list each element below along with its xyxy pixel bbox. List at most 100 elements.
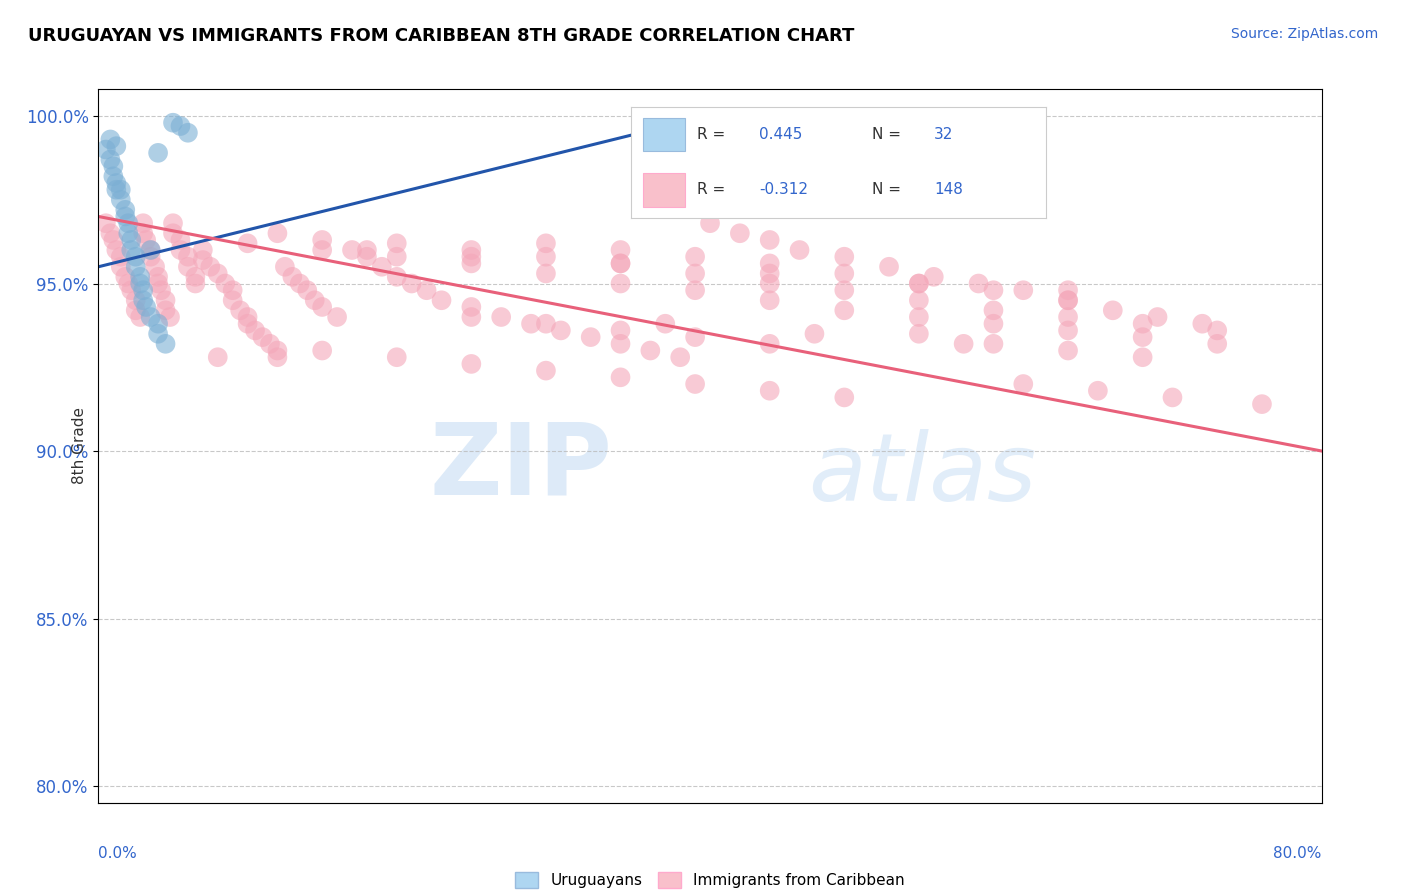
Point bbox=[103, 159, 125, 173]
Point bbox=[803, 326, 825, 341]
Point bbox=[229, 303, 252, 318]
Point bbox=[371, 260, 394, 274]
Point bbox=[832, 267, 855, 281]
Point bbox=[1057, 323, 1080, 337]
Point bbox=[125, 250, 148, 264]
Point bbox=[98, 227, 121, 241]
Point bbox=[1057, 343, 1080, 358]
Point bbox=[120, 233, 142, 247]
FancyBboxPatch shape bbox=[643, 173, 685, 207]
Point bbox=[169, 243, 191, 257]
Point bbox=[98, 132, 121, 146]
Point bbox=[877, 260, 900, 274]
Point bbox=[184, 269, 207, 284]
Point bbox=[983, 317, 1005, 331]
Point bbox=[311, 243, 333, 257]
Point bbox=[967, 277, 990, 291]
Point bbox=[120, 243, 142, 257]
Point bbox=[460, 243, 482, 257]
Point bbox=[146, 145, 169, 160]
Point bbox=[460, 357, 482, 371]
Point bbox=[169, 233, 191, 247]
Point bbox=[609, 323, 631, 337]
Point bbox=[139, 243, 162, 257]
Point bbox=[534, 236, 557, 251]
Point bbox=[609, 256, 631, 270]
Point bbox=[274, 260, 297, 274]
Point bbox=[177, 250, 200, 264]
Point bbox=[534, 363, 557, 377]
Point bbox=[609, 277, 631, 291]
Text: -0.312: -0.312 bbox=[759, 183, 808, 197]
Point bbox=[214, 277, 236, 291]
Text: atlas: atlas bbox=[808, 429, 1036, 520]
Point bbox=[184, 277, 207, 291]
Point bbox=[146, 326, 169, 341]
Point bbox=[236, 310, 259, 324]
Point bbox=[132, 283, 155, 297]
Point bbox=[139, 250, 162, 264]
Point bbox=[385, 236, 408, 251]
Point bbox=[683, 377, 706, 392]
Point bbox=[908, 326, 931, 341]
Point bbox=[105, 176, 128, 190]
Point bbox=[758, 293, 780, 308]
Point bbox=[139, 243, 162, 257]
Point bbox=[1057, 293, 1080, 308]
Point bbox=[1191, 317, 1213, 331]
Point bbox=[110, 183, 132, 197]
Point bbox=[117, 216, 139, 230]
Point bbox=[94, 143, 117, 157]
Point bbox=[1087, 384, 1109, 398]
Point bbox=[669, 350, 692, 364]
Point bbox=[683, 267, 706, 281]
Point bbox=[609, 336, 631, 351]
Point bbox=[135, 233, 157, 247]
Point bbox=[94, 216, 117, 230]
Point bbox=[110, 260, 132, 274]
FancyBboxPatch shape bbox=[643, 118, 685, 152]
Point bbox=[1101, 303, 1123, 318]
Point bbox=[191, 243, 214, 257]
Point bbox=[1012, 377, 1035, 392]
Point bbox=[401, 277, 423, 291]
Point bbox=[460, 250, 482, 264]
Legend: Uruguayans, Immigrants from Caribbean: Uruguayans, Immigrants from Caribbean bbox=[516, 872, 904, 888]
Point bbox=[683, 250, 706, 264]
Point bbox=[1132, 330, 1154, 344]
Y-axis label: 8th Grade: 8th Grade bbox=[72, 408, 87, 484]
Point bbox=[385, 269, 408, 284]
Point bbox=[132, 227, 155, 241]
Point bbox=[758, 277, 780, 291]
Point bbox=[281, 269, 304, 284]
Point bbox=[135, 300, 157, 314]
Point bbox=[236, 236, 259, 251]
Point bbox=[952, 336, 974, 351]
Point bbox=[311, 300, 333, 314]
Point bbox=[288, 277, 311, 291]
Point bbox=[983, 303, 1005, 318]
Text: 148: 148 bbox=[934, 183, 963, 197]
Point bbox=[117, 227, 139, 241]
Text: 0.445: 0.445 bbox=[759, 128, 803, 142]
Point bbox=[114, 269, 136, 284]
Point bbox=[207, 350, 229, 364]
Point bbox=[103, 169, 125, 184]
Point bbox=[758, 336, 780, 351]
Point bbox=[155, 303, 177, 318]
Point bbox=[139, 310, 162, 324]
Point bbox=[266, 350, 288, 364]
Point bbox=[266, 227, 288, 241]
Point bbox=[640, 343, 662, 358]
Point bbox=[983, 336, 1005, 351]
Text: N =: N = bbox=[872, 128, 905, 142]
Point bbox=[789, 243, 811, 257]
Point bbox=[326, 310, 349, 324]
Point bbox=[150, 283, 173, 297]
Point bbox=[221, 283, 243, 297]
Point bbox=[162, 116, 184, 130]
Point bbox=[922, 269, 945, 284]
Point bbox=[460, 310, 482, 324]
Point bbox=[385, 350, 408, 364]
Text: 32: 32 bbox=[934, 128, 953, 142]
